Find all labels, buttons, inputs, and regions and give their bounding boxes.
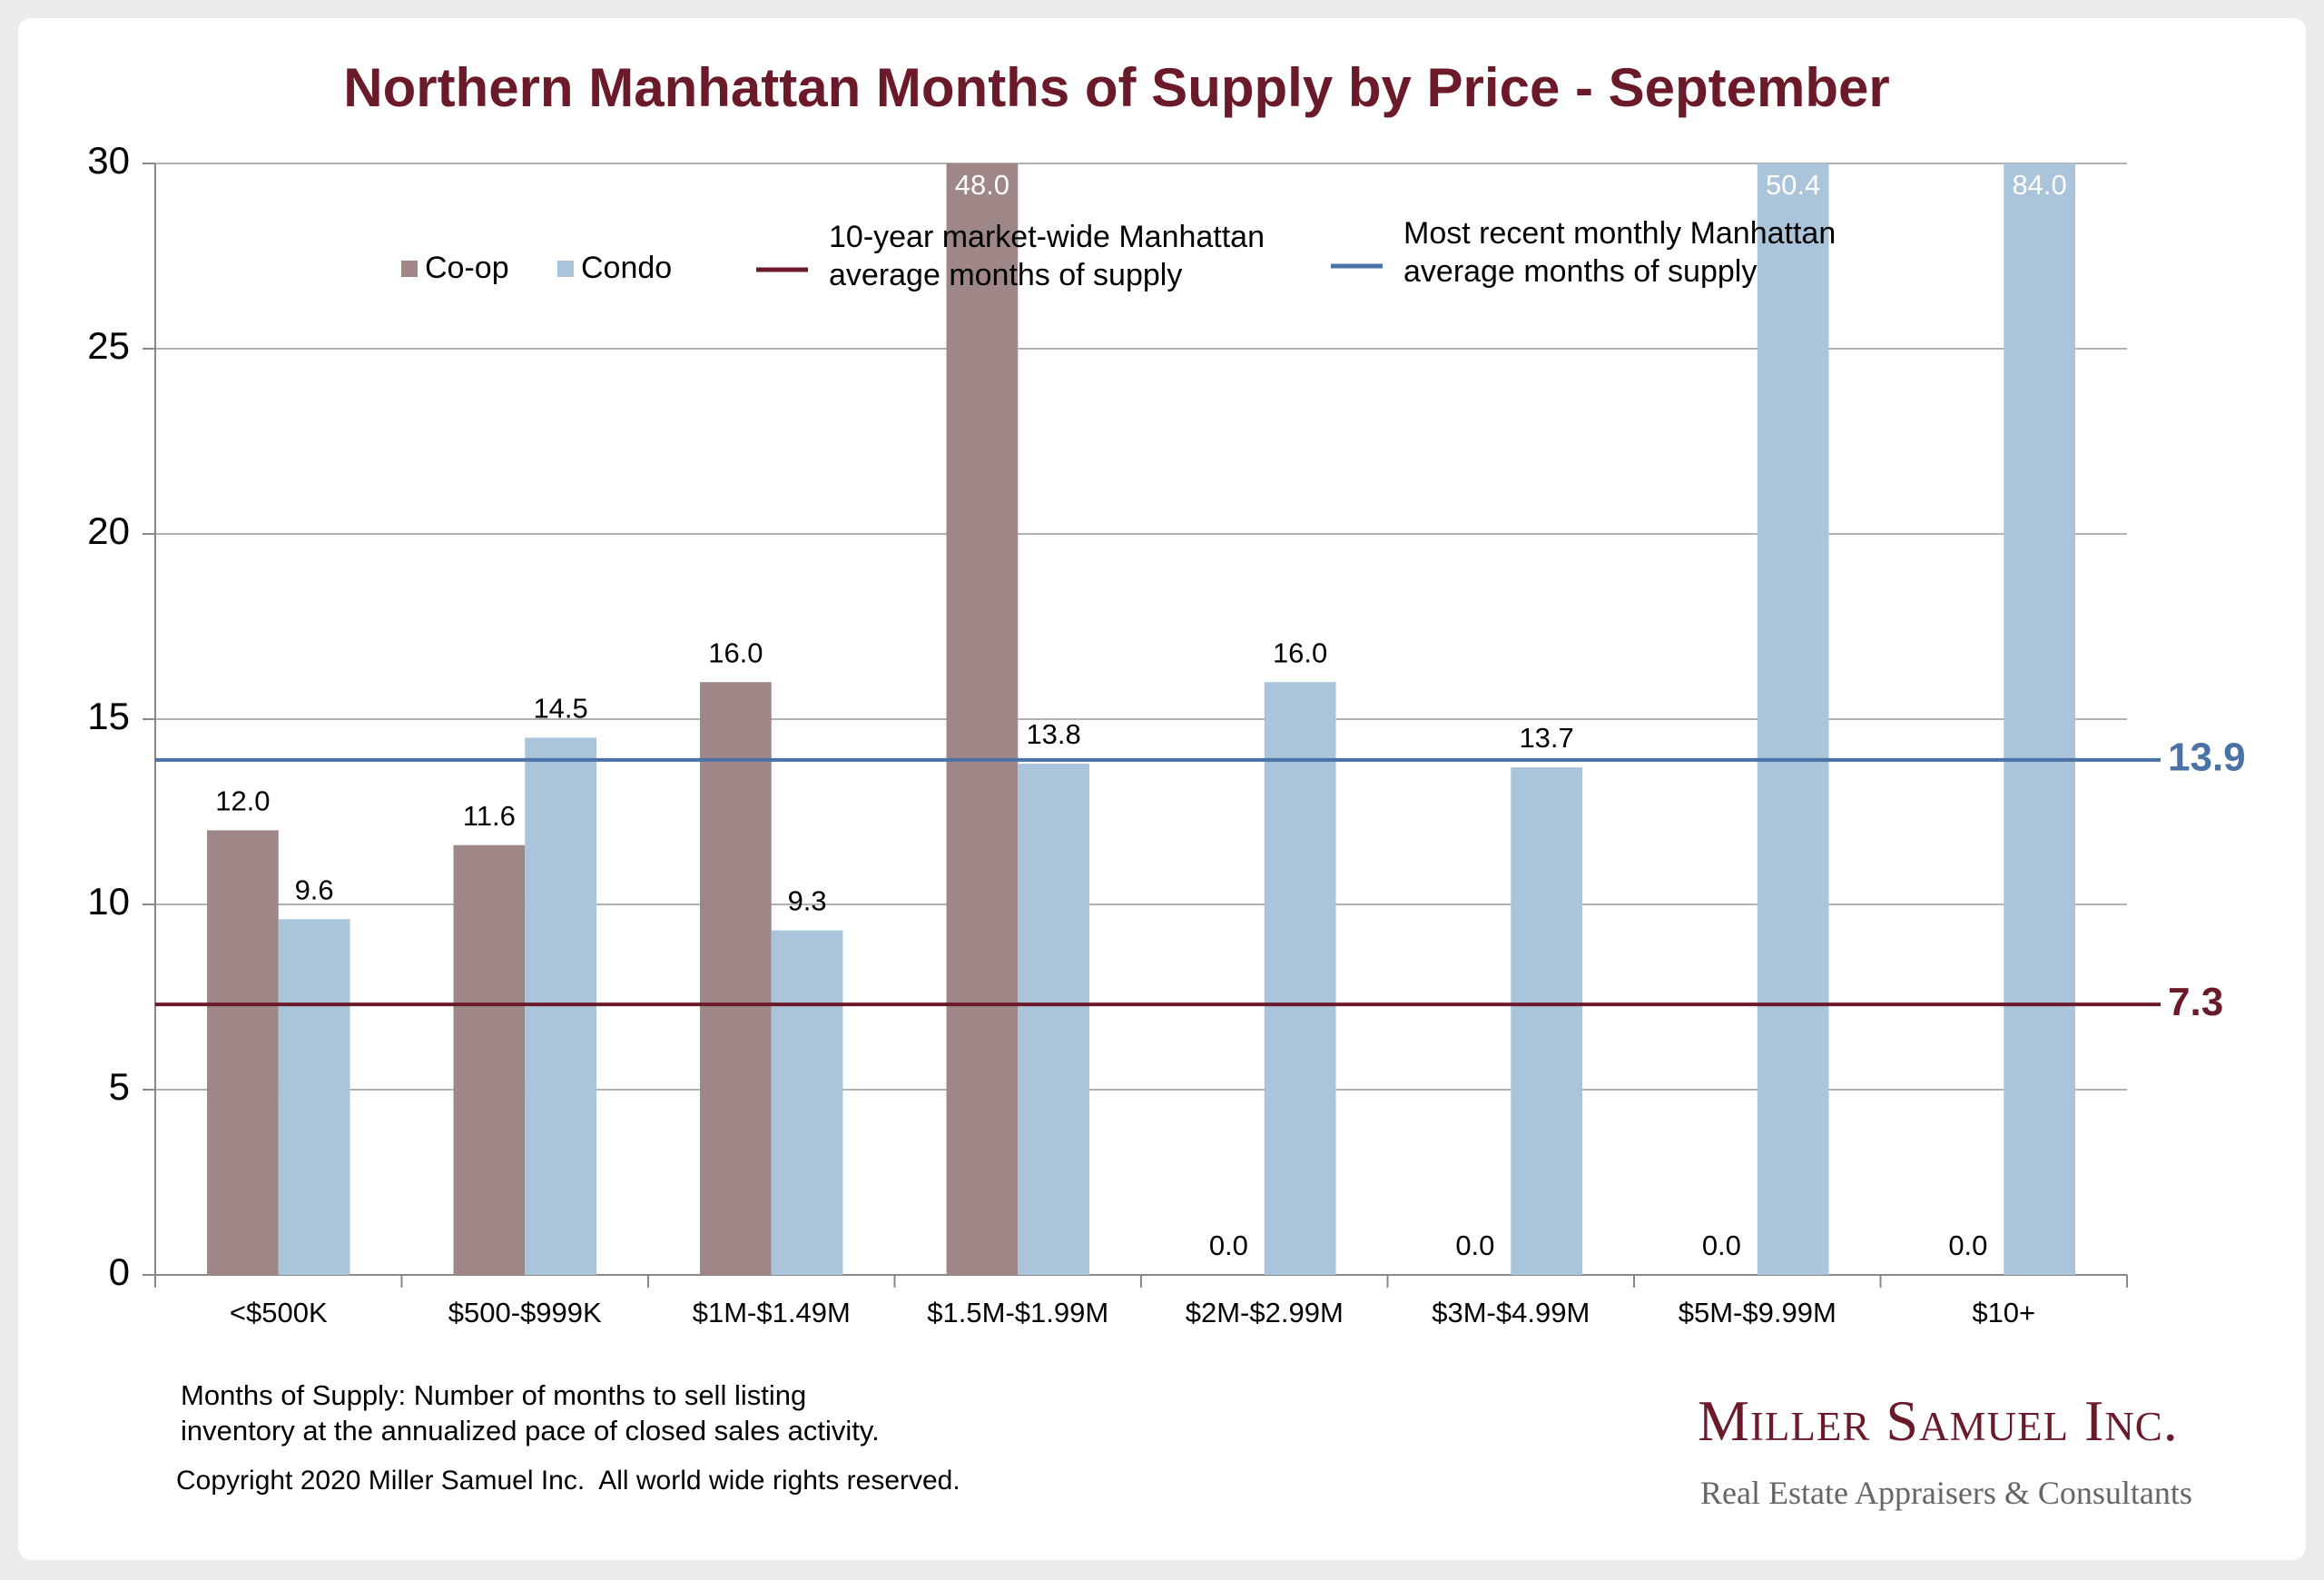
bar <box>278 919 350 1275</box>
value-label: 48.0 <box>955 169 1009 201</box>
bar <box>1757 163 1829 1275</box>
reference-label: 7.3 <box>2168 980 2223 1024</box>
x-tick-label: $500-$999K <box>448 1297 602 1328</box>
bar <box>2004 163 2075 1275</box>
bar <box>525 737 596 1275</box>
x-tick-label: $2M-$2.99M <box>1186 1297 1344 1328</box>
y-tick-label: 15 <box>87 695 130 737</box>
value-label: 11.6 <box>463 800 516 832</box>
value-label: 0.0 <box>1455 1229 1494 1261</box>
value-label: 13.8 <box>1026 718 1080 750</box>
x-tick-label: $1M-$1.49M <box>693 1297 851 1328</box>
value-label: 9.6 <box>295 874 334 906</box>
legend-label: Co-op <box>425 251 509 285</box>
value-label: 84.0 <box>2012 169 2066 201</box>
footnote-line: Months of Supply: Number of months to se… <box>181 1379 807 1411</box>
legend-label: 10-year market-wide Manhattan average mo… <box>829 220 1265 292</box>
x-tick-label: $5M-$9.99M <box>1679 1297 1837 1328</box>
y-tick-label: 30 <box>87 139 130 182</box>
chart-title: Northern Manhattan Months of Supply by P… <box>343 57 1890 118</box>
legend-swatch <box>401 261 418 277</box>
value-label: 14.5 <box>533 693 587 725</box>
value-label: 16.0 <box>1273 637 1327 668</box>
x-tick-label: $3M-$4.99M <box>1432 1297 1590 1328</box>
y-tick-label: 5 <box>109 1065 130 1108</box>
y-tick-label: 25 <box>87 324 130 367</box>
footnote-line: inventory at the annualized pace of clos… <box>181 1415 880 1447</box>
x-tick-label: $1.5M-$1.99M <box>927 1297 1108 1328</box>
value-label: 0.0 <box>1948 1229 1987 1261</box>
bar <box>1511 767 1582 1275</box>
bar <box>700 682 772 1275</box>
value-label: 0.0 <box>1209 1229 1248 1261</box>
value-label: 16.0 <box>708 637 763 668</box>
legend-label: Most recent monthly Manhattan average mo… <box>1403 216 1837 289</box>
bar <box>1264 682 1336 1275</box>
reference-label: 13.9 <box>2168 736 2246 780</box>
x-tick-label: <$500K <box>230 1297 328 1328</box>
plot-area <box>207 163 2075 1275</box>
logo-name: Miller Samuel Inc. <box>1698 1388 2179 1453</box>
bar <box>1018 763 1089 1275</box>
value-label: 12.0 <box>215 785 270 817</box>
value-label: 0.0 <box>1702 1229 1741 1261</box>
value-label: 13.7 <box>1519 722 1573 754</box>
copyright: Copyright 2020 Miller Samuel Inc. All wo… <box>176 1466 960 1496</box>
value-label: 50.4 <box>1766 169 1820 201</box>
y-tick-label: 10 <box>87 880 130 923</box>
bar <box>946 163 1019 1275</box>
bar <box>207 830 279 1275</box>
x-tick-label: $10+ <box>1972 1297 2035 1328</box>
bar <box>453 844 526 1275</box>
card <box>18 18 2306 1560</box>
logo-tagline: Real Estate Appraisers & Consultants <box>1700 1475 2192 1511</box>
legend-label: Condo <box>581 251 672 285</box>
bar <box>771 930 843 1275</box>
legend-swatch <box>557 261 574 277</box>
y-tick-label: 0 <box>109 1250 130 1293</box>
y-tick-label: 20 <box>87 509 130 552</box>
value-label: 9.3 <box>788 885 827 917</box>
